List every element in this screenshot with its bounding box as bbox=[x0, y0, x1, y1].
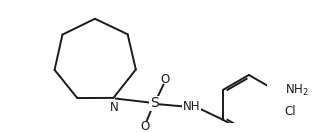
Text: O: O bbox=[141, 120, 150, 133]
Text: NH$_2$: NH$_2$ bbox=[285, 83, 308, 98]
Text: NH: NH bbox=[182, 100, 200, 113]
Text: S: S bbox=[150, 96, 159, 110]
Text: N: N bbox=[110, 101, 118, 114]
Text: Cl: Cl bbox=[285, 105, 296, 118]
Text: O: O bbox=[160, 73, 170, 86]
